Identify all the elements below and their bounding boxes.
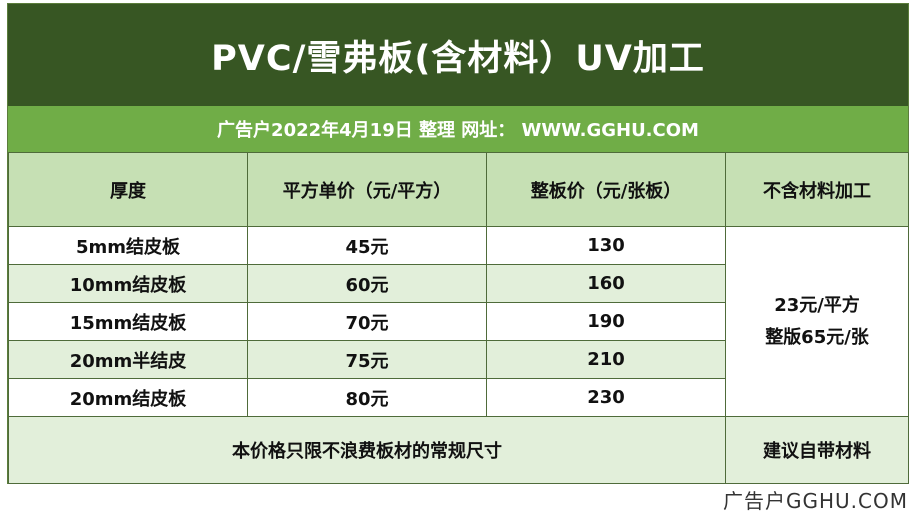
table-row: 20mm结皮板 80元 230 (8, 378, 909, 417)
watermark: 广告户GGHU.COM (723, 489, 908, 513)
cell-sqm-price: 75元 (247, 340, 487, 379)
cell-sqm-price: 45元 (247, 226, 487, 265)
table-footer-row: 本价格只限不浪费板材的常规尺寸 建议自带材料 (8, 416, 909, 484)
table-header-row: 厚度 平方单价（元/平方） 整板价（元/张板） 不含材料加工 (8, 152, 909, 227)
page-title: PVC/雪弗板(含材料）UV加工 (8, 4, 908, 107)
header-board-price: 整板价（元/张板） (486, 152, 726, 227)
header-no-material: 不含材料加工 (725, 152, 909, 227)
cell-sqm-price: 70元 (247, 302, 487, 341)
no-material-board-price: 整版65元/张 (765, 326, 869, 348)
table-row: 15mm结皮板 70元 190 (8, 302, 909, 341)
cell-no-material-price: 23元/平方 整版65元/张 (725, 226, 909, 417)
page-subtitle: 广告户2022年4月19日 整理 网址： WWW.GGHU.COM (8, 106, 908, 153)
cell-thickness: 15mm结皮板 (8, 302, 248, 341)
cell-board-price: 230 (486, 378, 726, 417)
cell-thickness: 5mm结皮板 (8, 226, 248, 265)
table-row: 10mm结皮板 60元 160 (8, 264, 909, 303)
price-table: 厚度 平方单价（元/平方） 整板价（元/张板） 不含材料加工 5mm结皮板 45… (8, 152, 909, 484)
footer-note: 本价格只限不浪费板材的常规尺寸 (8, 416, 726, 484)
header-thickness: 厚度 (8, 152, 248, 227)
cell-board-price: 210 (486, 340, 726, 379)
cell-board-price: 130 (486, 226, 726, 265)
cell-thickness: 20mm半结皮 (8, 340, 248, 379)
cell-board-price: 160 (486, 264, 726, 303)
cell-sqm-price: 60元 (247, 264, 487, 303)
header-sqm-price: 平方单价（元/平方） (247, 152, 487, 227)
footer-suggestion: 建议自带材料 (725, 416, 909, 484)
price-sheet: PVC/雪弗板(含材料）UV加工 广告户2022年4月19日 整理 网址： WW… (7, 3, 909, 484)
cell-thickness: 10mm结皮板 (8, 264, 248, 303)
cell-board-price: 190 (486, 302, 726, 341)
table-row: 5mm结皮板 45元 130 23元/平方 整版65元/张 (8, 226, 909, 417)
no-material-sqm-price: 23元/平方 (774, 294, 860, 316)
cell-sqm-price: 80元 (247, 378, 487, 417)
table-row: 20mm半结皮 75元 210 (8, 340, 909, 379)
cell-thickness: 20mm结皮板 (8, 378, 248, 417)
